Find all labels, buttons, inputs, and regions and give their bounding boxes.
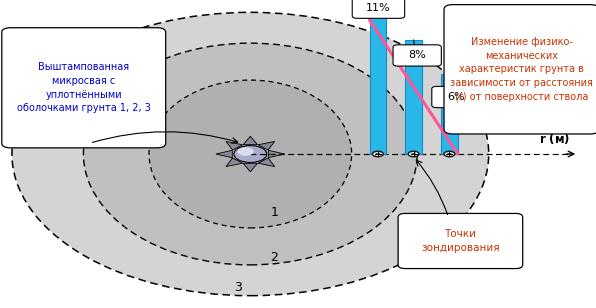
FancyBboxPatch shape xyxy=(352,0,405,18)
Text: 3: 3 xyxy=(234,282,243,294)
Text: Точки
зондирования: Точки зондирования xyxy=(421,229,499,253)
FancyBboxPatch shape xyxy=(398,213,523,269)
Text: 1: 1 xyxy=(270,206,278,219)
Polygon shape xyxy=(243,136,257,145)
Text: Выштампованная
микросвая с
уплотнёнными
оболочками грунта 1, 2, 3: Выштампованная микросвая с уплотнёнными … xyxy=(17,63,151,113)
Bar xyxy=(405,40,422,154)
Polygon shape xyxy=(216,150,232,158)
Polygon shape xyxy=(226,158,243,167)
Text: 8%: 8% xyxy=(408,51,426,60)
Text: Изменение физико-
механических
характеристик грунта в
зависимости от расстояния
: Изменение физико- механических характери… xyxy=(450,37,593,102)
Text: $\mathbf{r}$ (м): $\mathbf{r}$ (м) xyxy=(539,131,570,146)
Ellipse shape xyxy=(12,12,489,296)
FancyBboxPatch shape xyxy=(2,28,166,148)
Polygon shape xyxy=(258,158,275,167)
Text: 2: 2 xyxy=(270,251,278,264)
Polygon shape xyxy=(268,150,285,158)
FancyBboxPatch shape xyxy=(432,86,480,107)
Bar xyxy=(441,74,458,154)
Polygon shape xyxy=(226,141,243,150)
Text: 11%: 11% xyxy=(366,3,391,13)
Ellipse shape xyxy=(149,80,352,228)
Circle shape xyxy=(372,151,383,157)
Circle shape xyxy=(444,151,455,157)
Bar xyxy=(370,0,386,154)
Polygon shape xyxy=(243,163,257,172)
FancyBboxPatch shape xyxy=(444,5,596,134)
Circle shape xyxy=(237,147,254,156)
Polygon shape xyxy=(258,141,275,150)
FancyBboxPatch shape xyxy=(393,45,441,66)
Circle shape xyxy=(234,145,266,163)
Ellipse shape xyxy=(83,43,417,265)
Text: 6%: 6% xyxy=(447,92,465,102)
Circle shape xyxy=(408,151,419,157)
